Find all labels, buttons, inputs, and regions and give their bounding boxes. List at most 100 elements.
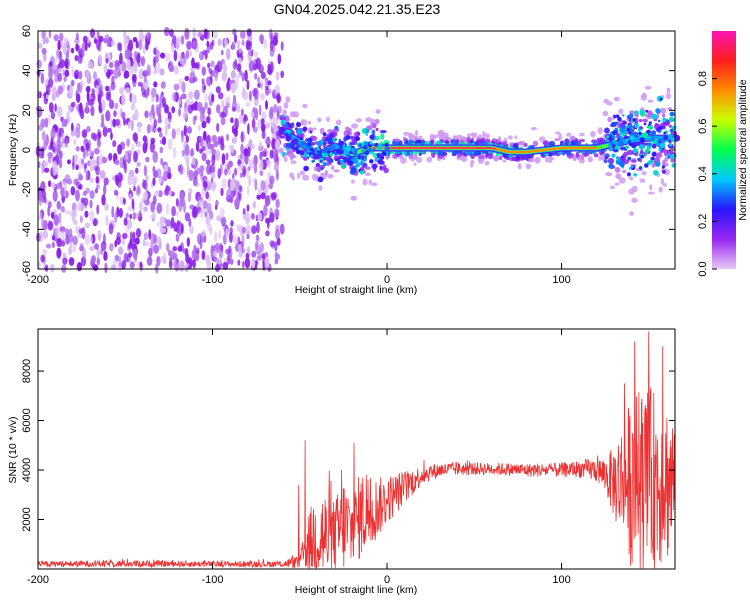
noise-cell	[105, 110, 111, 122]
noise-cell	[190, 66, 196, 73]
noise-cell	[125, 212, 129, 219]
noise-cell	[57, 248, 62, 257]
noise-cell	[230, 70, 236, 79]
noise-cell	[237, 243, 243, 253]
halo-cell	[470, 160, 475, 164]
colorbar-gradient	[712, 31, 736, 269]
noise-cell	[256, 194, 262, 200]
speckle-cell	[319, 159, 323, 163]
noise-cell	[252, 200, 257, 209]
noise-cell	[53, 56, 60, 62]
halo-cell	[392, 153, 398, 159]
halo-cell	[331, 165, 335, 170]
noise-cell	[40, 72, 45, 85]
noise-cell	[58, 150, 63, 160]
halo-cell	[602, 110, 609, 117]
noise-cell	[252, 63, 257, 71]
noise-cell	[103, 250, 108, 261]
noise-cell	[236, 63, 242, 72]
halo-cell	[339, 155, 344, 159]
speckle-cell	[286, 142, 291, 148]
noise-cell	[103, 65, 108, 73]
noise-cell	[171, 106, 176, 114]
halo-cell	[430, 139, 435, 145]
noise-cell	[101, 194, 106, 206]
noise-cell	[254, 259, 258, 270]
speckle-cell	[306, 149, 310, 153]
noise-cell	[43, 196, 47, 204]
noise-cell	[75, 189, 80, 202]
halo-cell	[629, 110, 635, 115]
noise-cell	[108, 223, 114, 235]
halo-cell	[335, 119, 342, 126]
speckle-cell	[663, 131, 667, 135]
noise-cell	[167, 138, 173, 151]
noise-cell	[77, 201, 82, 212]
noise-cell	[228, 231, 233, 243]
noise-cell	[213, 250, 218, 257]
speckle-cell	[281, 152, 286, 157]
speckle-cell	[619, 161, 625, 167]
noise-cell	[156, 168, 162, 179]
speckle-cell	[626, 127, 630, 132]
noise-cell	[188, 218, 192, 227]
noise-cell	[189, 50, 193, 57]
x-tick-label: 100	[552, 574, 570, 586]
noise-cell	[58, 52, 63, 61]
noise-cell	[202, 130, 207, 141]
noise-cell	[160, 52, 166, 59]
noise-cell	[51, 147, 56, 153]
noise-cell	[167, 112, 172, 123]
noise-cell	[230, 144, 235, 154]
noise-cell	[145, 31, 151, 40]
noise-cell	[160, 81, 166, 89]
noise-cell	[185, 135, 189, 143]
noise-cell	[114, 240, 118, 248]
noise-cell	[145, 40, 149, 51]
noise-cell	[238, 251, 243, 258]
noise-cell	[234, 33, 237, 44]
noise-cell	[240, 143, 244, 155]
speckle-cell	[322, 132, 327, 137]
speckle-cell	[306, 156, 310, 160]
colorbar-tick-label: 0.6	[697, 119, 709, 134]
noise-cell	[101, 113, 105, 125]
halo-cell	[631, 197, 638, 203]
noise-cell	[153, 244, 160, 254]
snr-panel: -200 -100 0 100 2000 4000 6000 8000 Height of s…	[7, 328, 676, 596]
halo-cell	[350, 141, 355, 146]
noise-cell	[118, 207, 124, 218]
noise-cell	[57, 72, 63, 82]
noise-cell	[211, 93, 215, 103]
speckle-cell	[307, 142, 311, 147]
noise-cell	[242, 165, 247, 176]
halo-cell	[649, 184, 653, 191]
noise-cell	[191, 249, 197, 260]
halo-cell	[548, 152, 553, 157]
noise-cell	[217, 168, 222, 179]
noise-cell	[96, 31, 100, 39]
halo-cell	[666, 92, 671, 100]
speckle-cell	[285, 129, 289, 133]
noise-cell	[163, 164, 169, 173]
noise-cell	[89, 245, 95, 252]
speckle-cell	[658, 146, 663, 150]
speckle-cell	[294, 127, 298, 131]
noise-cell	[217, 92, 224, 100]
x-tick-label: -100	[202, 574, 224, 586]
halo-cell	[658, 186, 663, 193]
halo-cell	[642, 118, 648, 123]
halo-cell	[467, 133, 471, 138]
noise-cell	[89, 190, 95, 200]
noise-cell	[103, 177, 109, 186]
noise-cell	[111, 40, 116, 47]
halo-cell	[628, 176, 634, 181]
noise-cell	[198, 199, 202, 207]
noise-cell	[243, 148, 249, 157]
noise-cell	[56, 182, 62, 190]
noise-cell	[224, 168, 228, 176]
noise-cell	[40, 147, 45, 159]
noise-cell	[267, 80, 272, 86]
noise-cell	[166, 243, 170, 252]
noise-cell	[59, 58, 65, 69]
